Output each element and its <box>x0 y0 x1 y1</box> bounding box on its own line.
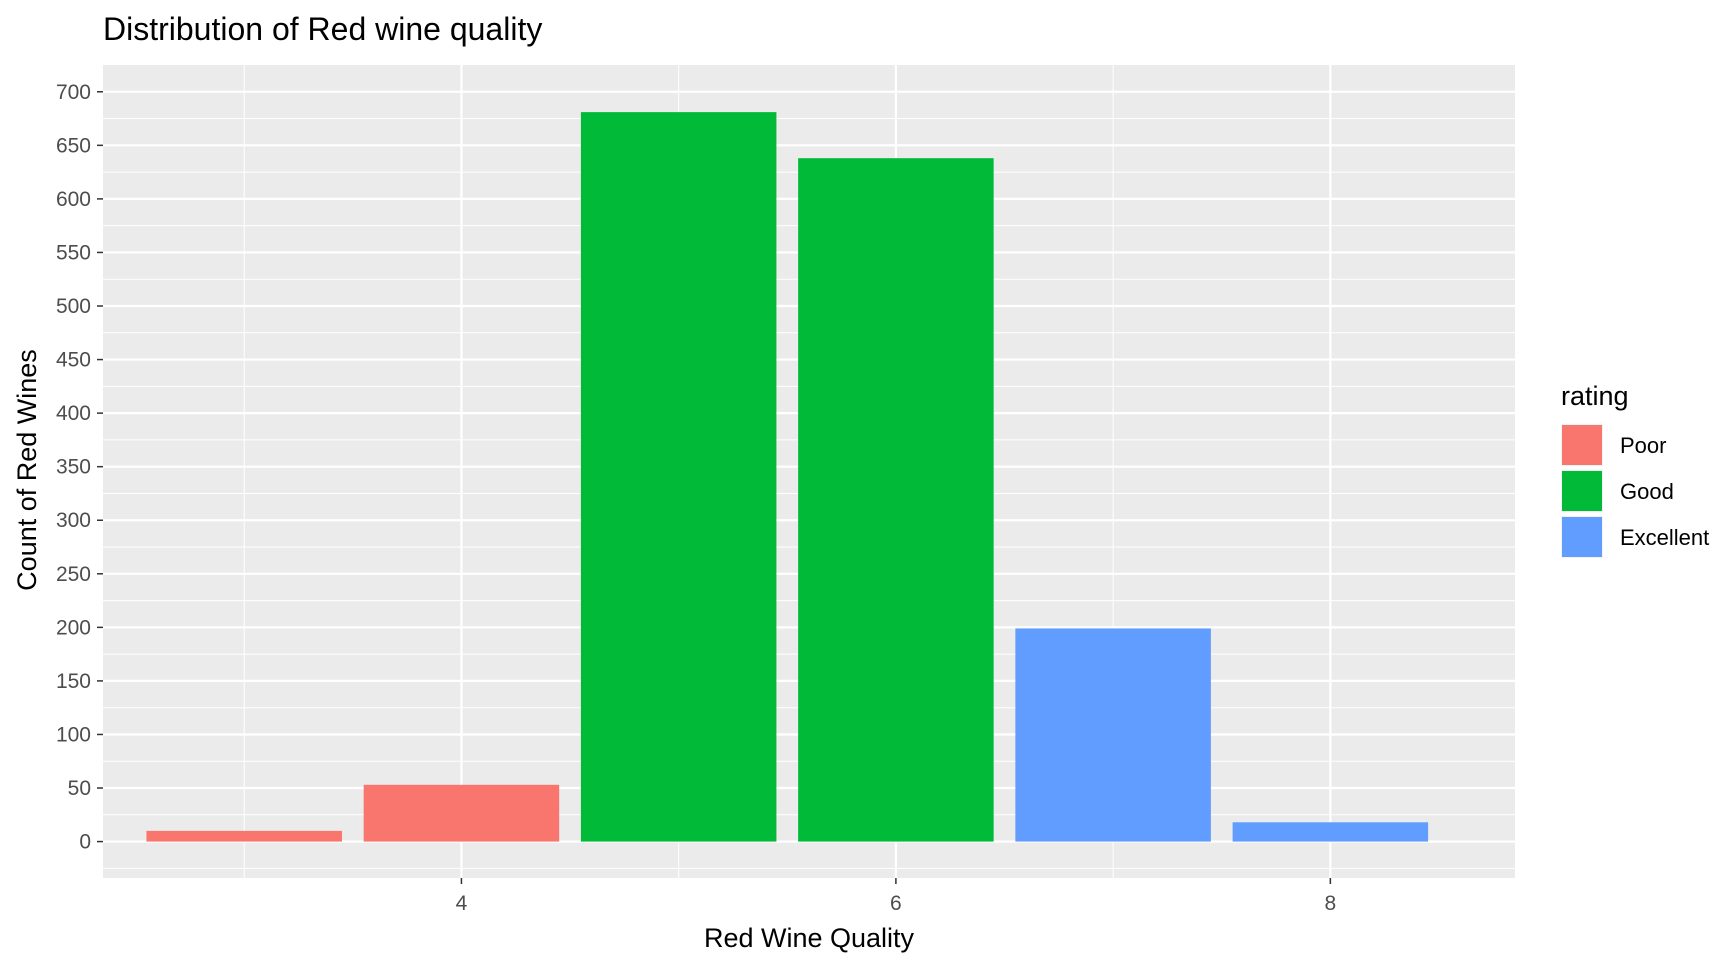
legend-key-excellent <box>1562 517 1602 557</box>
bar-quality-7 <box>1015 628 1211 842</box>
legend-key-poor <box>1562 425 1602 465</box>
y-tick-label: 700 <box>56 81 91 104</box>
bar-quality-8 <box>1232 822 1429 842</box>
y-tick-label: 350 <box>56 456 91 479</box>
y-axis-title: Count of Red Wines <box>12 349 42 591</box>
y-tick-label: 650 <box>56 134 91 157</box>
y-tick-label: 150 <box>56 670 91 693</box>
bar-quality-3 <box>146 830 342 842</box>
y-tick-label: 400 <box>56 402 91 425</box>
x-tick-label: 6 <box>890 892 902 915</box>
bar-quality-6 <box>798 158 994 842</box>
y-tick-label: 450 <box>56 349 91 372</box>
y-axis: 0 50 100 150 200 250 300 350 400 450 500 550 600 650 7… <box>56 81 103 854</box>
bar-quality-5 <box>580 112 777 842</box>
x-tick-label: 4 <box>456 892 468 915</box>
legend-key-good <box>1562 471 1602 511</box>
x-axis: 4 6 8 <box>456 878 1337 915</box>
y-tick-label: 550 <box>56 241 91 264</box>
legend: rating Poor Good Excellent <box>1561 381 1709 558</box>
y-tick-label: 500 <box>56 295 91 318</box>
y-tick-label: 600 <box>56 188 91 211</box>
bars <box>146 112 1429 842</box>
legend-title: rating <box>1561 381 1629 411</box>
y-tick-label: 100 <box>56 723 91 746</box>
y-tick-label: 0 <box>79 831 91 854</box>
y-tick-label: 200 <box>56 616 91 639</box>
x-tick-label: 8 <box>1325 892 1337 915</box>
bar-quality-4 <box>363 784 560 842</box>
y-tick-label: 300 <box>56 509 91 532</box>
legend-label-excellent: Excellent <box>1620 525 1709 550</box>
x-axis-title: Red Wine Quality <box>704 923 915 953</box>
y-tick-label: 50 <box>68 777 91 800</box>
y-tick-label: 250 <box>56 563 91 586</box>
legend-label-poor: Poor <box>1620 433 1666 458</box>
chart-title: Distribution of Red wine quality <box>103 11 542 47</box>
legend-label-good: Good <box>1620 479 1674 504</box>
